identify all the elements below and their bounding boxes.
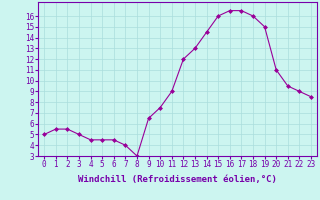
X-axis label: Windchill (Refroidissement éolien,°C): Windchill (Refroidissement éolien,°C) xyxy=(78,175,277,184)
